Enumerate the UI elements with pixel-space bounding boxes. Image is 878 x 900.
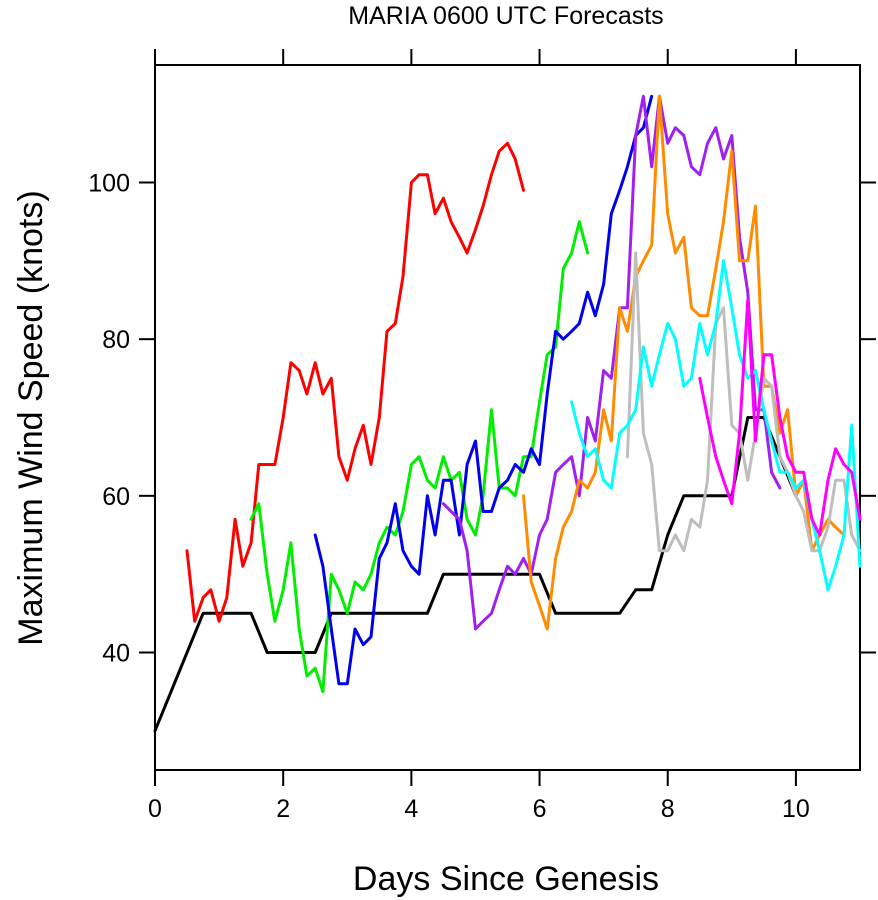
- x-tick-label: 10: [782, 795, 810, 823]
- x-tick-label: 8: [661, 795, 675, 823]
- series-line-8: [698, 298, 862, 537]
- series-line-6: [625, 251, 862, 553]
- x-tick-label: 0: [148, 795, 162, 823]
- x-tick-label: 2: [276, 795, 290, 823]
- y-tick-label: 100: [88, 170, 130, 198]
- x-axis-label: Days Since Genesis: [353, 860, 659, 898]
- series-line-0: [153, 416, 798, 733]
- series-line-4: [441, 94, 782, 631]
- series-layer: [153, 94, 862, 733]
- axis-ticks: 0 2 4 6 8 10 40 60 80 100: [88, 49, 876, 823]
- series-line-7: [570, 259, 862, 592]
- series-line-1: [185, 141, 525, 623]
- plot-frame: [154, 64, 861, 771]
- series-line-2: [249, 220, 590, 694]
- chart-title: MARIA 0600 UTC Forecasts: [348, 2, 663, 30]
- y-tick-label: 40: [102, 640, 130, 668]
- series-line-3: [313, 94, 654, 686]
- series-line-5: [522, 94, 846, 631]
- x-tick-label: 6: [533, 795, 547, 823]
- y-tick-label: 60: [102, 483, 130, 511]
- y-tick-label: 80: [102, 326, 130, 354]
- y-axis-label: Maximum Wind Speed (knots): [12, 190, 50, 645]
- x-tick-label: 4: [404, 795, 418, 823]
